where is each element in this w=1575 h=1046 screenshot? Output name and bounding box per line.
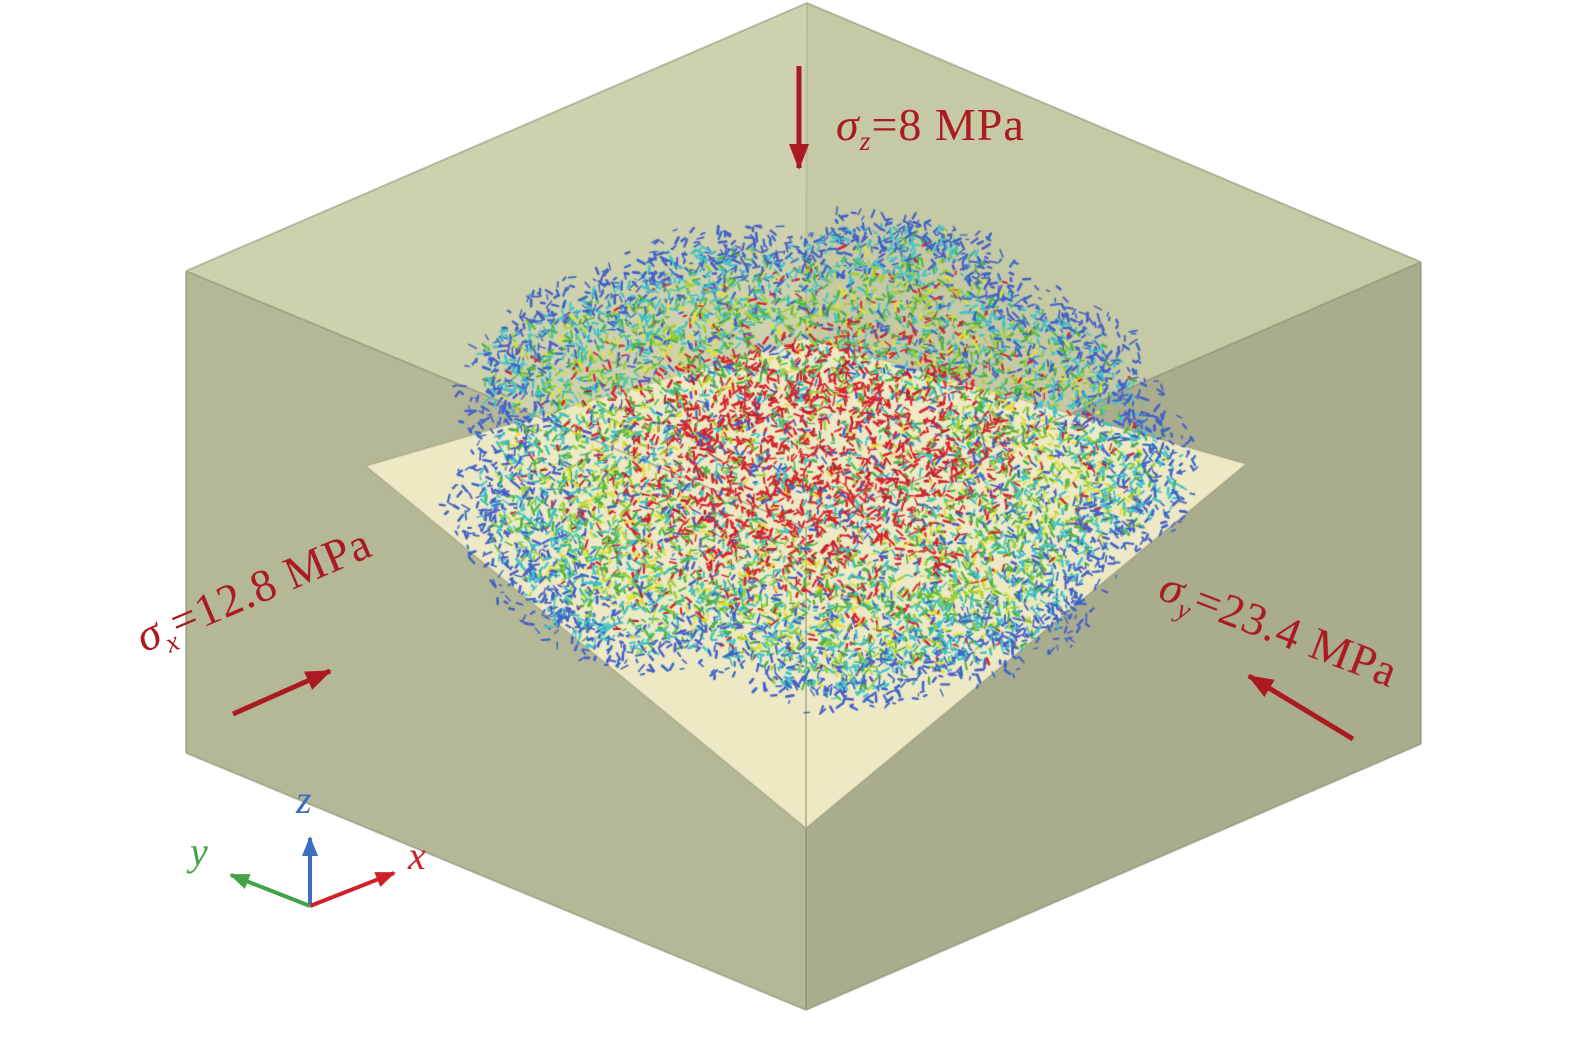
- sigma-value: =8 MPa: [871, 99, 1025, 150]
- box-edge-interior-back: [805, 2, 808, 339]
- x-axis-arrow: [309, 871, 396, 908]
- sigma-z-label: σz=8 MPa: [836, 98, 1025, 154]
- axis-triad: [229, 836, 396, 908]
- x-axis-label: x: [408, 833, 426, 878]
- z-axis-label: z: [296, 777, 312, 822]
- y-axis-label: y: [190, 829, 208, 874]
- sigma-symbol: σ: [836, 99, 860, 150]
- y-axis-arrow: [229, 873, 311, 908]
- sigma-subscript: z: [859, 125, 872, 157]
